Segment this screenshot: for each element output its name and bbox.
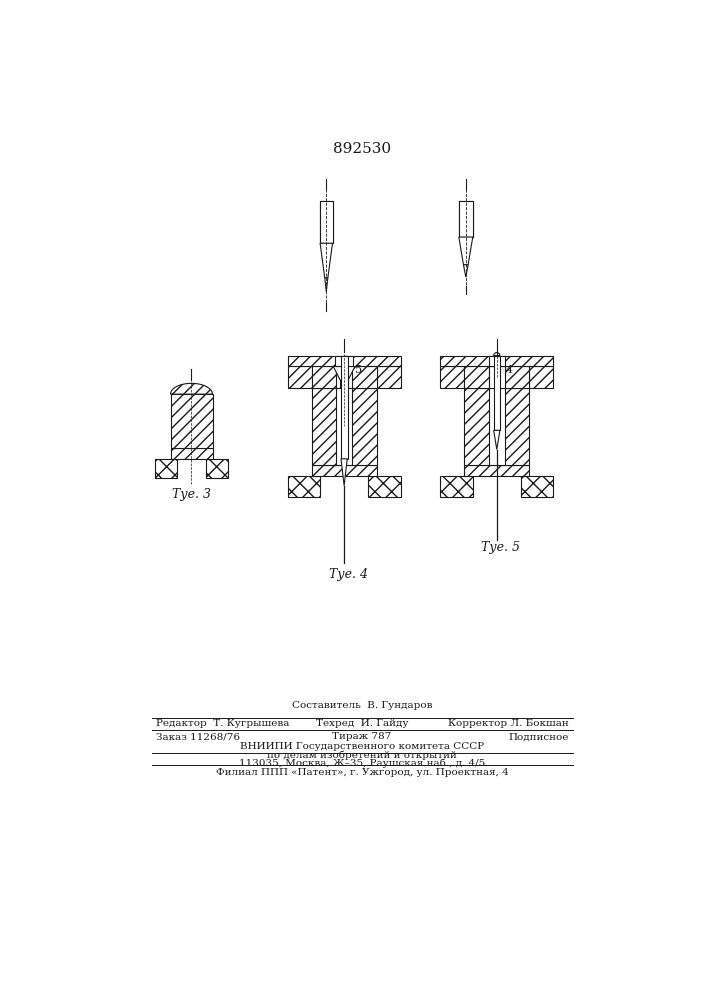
Text: ВНИИПИ Государственного комитета СССР: ВНИИПИ Государственного комитета СССР [240, 742, 484, 751]
Text: Заказ 11268/76: Заказ 11268/76 [156, 732, 240, 741]
Text: Техред  И. Гайду: Техред И. Гайду [316, 719, 408, 728]
Polygon shape [341, 459, 347, 486]
Bar [464, 366, 489, 388]
Text: по делам изобретений и открытий: по делам изобретений и открытий [267, 750, 457, 760]
Bar [320, 201, 332, 243]
Bar [288, 356, 401, 366]
Bar [320, 201, 332, 243]
Bar [341, 356, 348, 459]
Bar [464, 388, 491, 465]
Bar [349, 388, 377, 465]
Bar [206, 459, 228, 478]
Bar [502, 388, 530, 465]
Text: Τуе. 4: Τуе. 4 [329, 568, 368, 581]
Text: Τуе. 3: Τуе. 3 [172, 488, 211, 501]
Bar [530, 366, 554, 388]
Text: Филиал ППП «Патент», г. Ужгород, ул. Проектная, 4: Филиал ППП «Патент», г. Ужгород, ул. Про… [216, 768, 508, 777]
Polygon shape [320, 243, 332, 278]
Bar [340, 380, 348, 388]
Polygon shape [333, 366, 355, 380]
Bar [352, 366, 377, 388]
Bar [170, 394, 213, 448]
Bar [288, 366, 312, 388]
Bar [337, 388, 352, 465]
Bar [459, 201, 473, 237]
Bar [377, 366, 401, 388]
Polygon shape [493, 430, 500, 450]
Bar [493, 356, 500, 430]
Bar [170, 448, 213, 459]
Text: 4: 4 [506, 365, 513, 375]
Polygon shape [459, 237, 473, 265]
Bar [440, 356, 554, 366]
Text: Составитель  В. Гундаров: Составитель В. Гундаров [292, 701, 432, 710]
Polygon shape [325, 278, 328, 292]
Bar [464, 465, 530, 476]
Polygon shape [464, 265, 468, 277]
Text: 113035, Москва, Ж–35, Раушская наб., д. 4/5: 113035, Москва, Ж–35, Раушская наб., д. … [239, 759, 485, 768]
Bar [155, 459, 177, 478]
Bar [489, 356, 505, 366]
Text: 892530: 892530 [333, 142, 391, 156]
Polygon shape [170, 383, 212, 394]
Text: Редактор  Т. Кугрышева: Редактор Т. Кугрышева [156, 719, 289, 728]
Bar [505, 366, 530, 388]
Text: Тираж 787: Тираж 787 [332, 732, 392, 741]
Bar [312, 388, 339, 465]
Bar [312, 465, 377, 476]
Bar [521, 476, 554, 497]
Bar [440, 366, 464, 388]
Polygon shape [493, 353, 500, 356]
Text: Подписное: Подписное [508, 732, 569, 741]
Bar [489, 388, 505, 465]
Bar [489, 366, 505, 388]
Text: 5: 5 [354, 365, 362, 375]
Bar [288, 476, 320, 497]
Bar [440, 476, 473, 497]
Bar [335, 356, 354, 366]
Text: Корректор Л. Бокшан: Корректор Л. Бокшан [448, 719, 569, 728]
Bar [368, 476, 401, 497]
Bar [312, 366, 337, 388]
Bar [459, 201, 473, 237]
Text: Τуе. 5: Τуе. 5 [481, 541, 520, 554]
